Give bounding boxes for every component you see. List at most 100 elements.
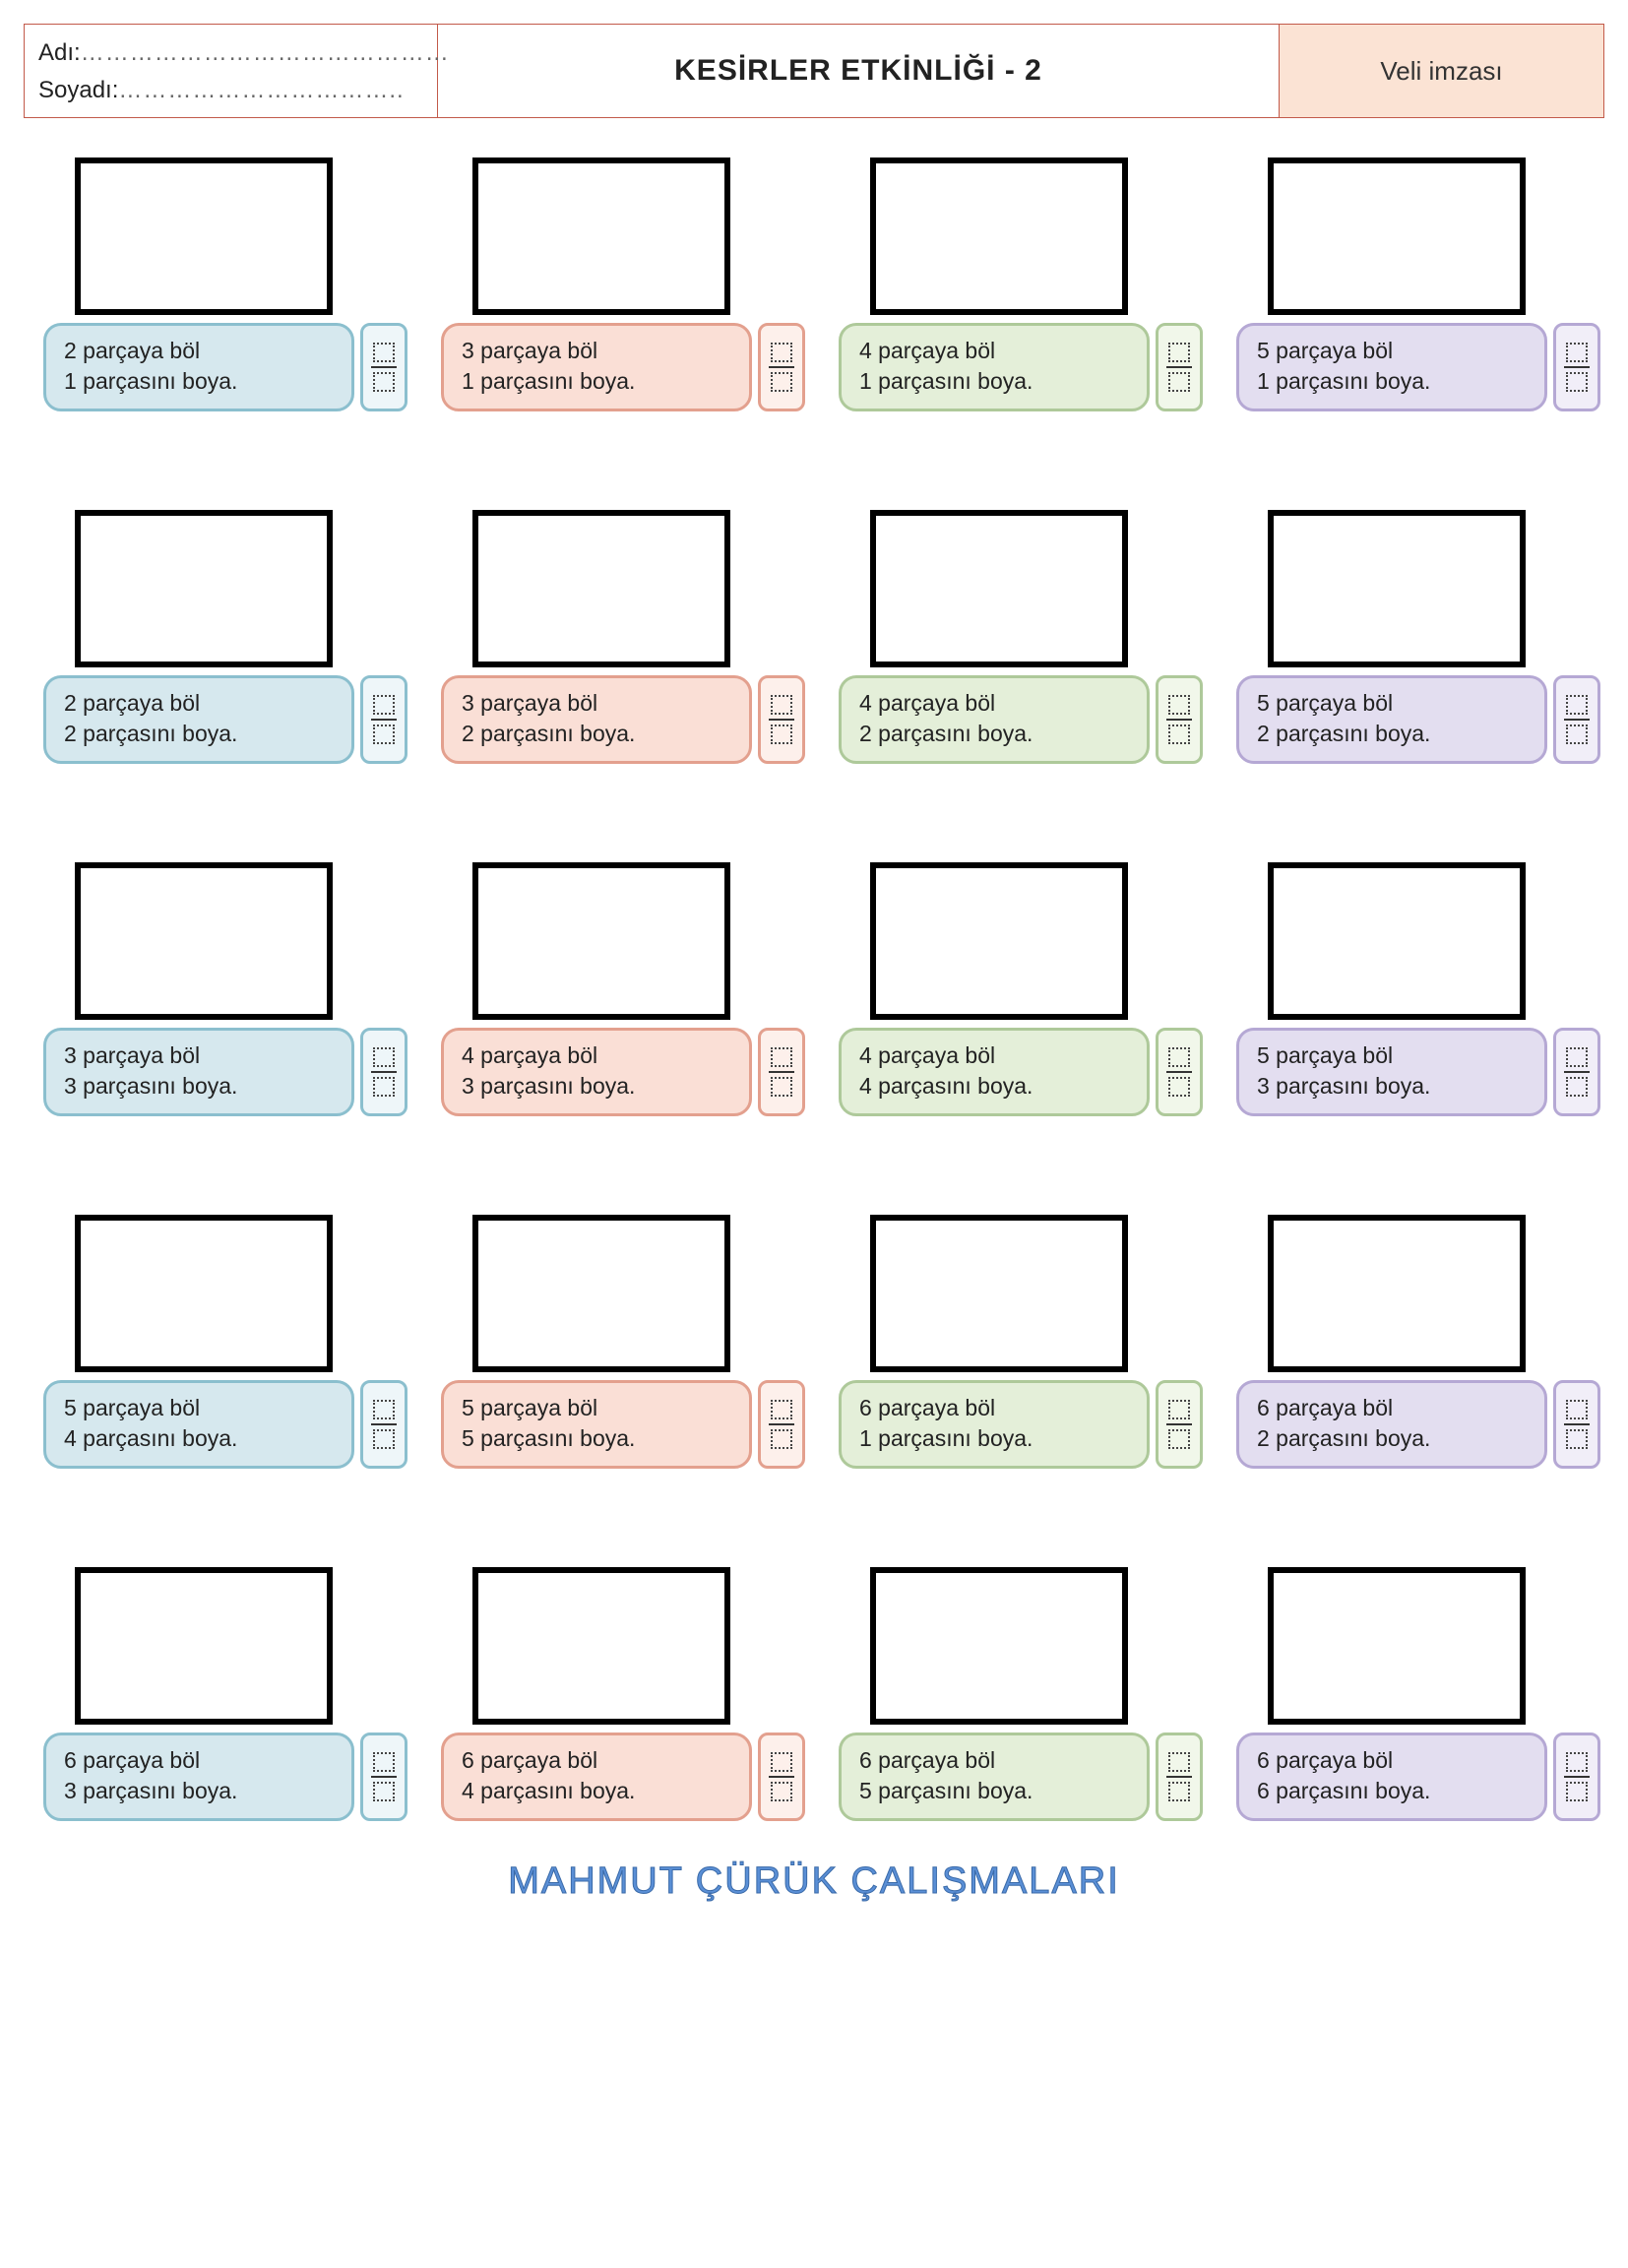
drawing-box — [75, 510, 333, 667]
fraction-denominator-box — [373, 1782, 395, 1801]
instruction-line2: 2 parçasını boya. — [859, 719, 1133, 749]
drawing-box — [1268, 1567, 1526, 1725]
instruction-line2: 1 parçasını boya. — [462, 366, 735, 397]
instruction-label: 2 parçaya böl1 parçasını boya. — [43, 323, 354, 411]
instruction-line2: 3 parçasını boya. — [462, 1071, 735, 1102]
fraction-bar — [371, 1071, 397, 1073]
instruction-label: 5 parçaya böl3 parçasını boya. — [1236, 1028, 1547, 1116]
instruction-line1: 5 parçaya böl — [64, 1393, 338, 1423]
drawing-box — [472, 862, 730, 1020]
fraction-bar — [1564, 1423, 1590, 1425]
instruction-line1: 3 parçaya böl — [462, 688, 735, 719]
instruction-line1: 6 parçaya böl — [859, 1745, 1133, 1776]
exercise-cell: 6 parçaya böl6 parçasını boya. — [1236, 1567, 1600, 1821]
fraction-denominator-box — [771, 724, 792, 744]
instruction-line2: 3 parçasını boya. — [1257, 1071, 1531, 1102]
fraction-numerator-box — [1566, 1400, 1588, 1419]
drawing-box — [870, 862, 1128, 1020]
fraction-numerator-box — [1566, 695, 1588, 715]
instruction-label: 6 parçaya böl3 parçasını boya. — [43, 1732, 354, 1821]
exercise-cell: 6 parçaya böl3 parçasını boya. — [43, 1567, 407, 1821]
fraction-box — [1553, 1732, 1600, 1821]
drawing-box — [870, 1567, 1128, 1725]
drawing-box — [472, 1215, 730, 1372]
fraction-numerator-box — [373, 1400, 395, 1419]
instruction-row: 4 parçaya böl2 parçasını boya. — [839, 675, 1203, 764]
exercise-cell: 4 parçaya böl3 parçasını boya. — [441, 862, 805, 1116]
fraction-bar — [1166, 366, 1192, 368]
instruction-label: 4 parçaya böl1 parçasını boya. — [839, 323, 1150, 411]
instruction-line2: 1 parçasını boya. — [64, 366, 338, 397]
fraction-numerator-box — [771, 1752, 792, 1772]
exercise-cell: 5 parçaya böl2 parçasını boya. — [1236, 510, 1600, 764]
instruction-line2: 2 parçasını boya. — [64, 719, 338, 749]
fraction-box — [1156, 323, 1203, 411]
surname-line: Soyadı:…………………………….. — [38, 72, 423, 109]
instruction-label: 4 parçaya böl3 parçasını boya. — [441, 1028, 752, 1116]
drawing-box — [1268, 862, 1526, 1020]
exercise-cell: 3 parçaya böl2 parçasını boya. — [441, 510, 805, 764]
drawing-box — [75, 1567, 333, 1725]
instruction-row: 5 parçaya böl5 parçasını boya. — [441, 1380, 805, 1469]
fraction-box — [360, 323, 407, 411]
fraction-bar — [1166, 719, 1192, 721]
fraction-denominator-box — [373, 1077, 395, 1097]
drawing-box — [1268, 510, 1526, 667]
instruction-label: 4 parçaya böl4 parçasını boya. — [839, 1028, 1150, 1116]
instruction-line2: 4 parçasını boya. — [64, 1423, 338, 1454]
fraction-bar — [769, 1071, 794, 1073]
instruction-row: 3 parçaya böl2 parçasını boya. — [441, 675, 805, 764]
fraction-denominator-box — [1566, 372, 1588, 392]
fraction-bar — [769, 366, 794, 368]
worksheet-header: Adı:……………………………………… Soyadı:……………………………..… — [24, 24, 1604, 118]
fraction-numerator-box — [1566, 1752, 1588, 1772]
instruction-label: 3 parçaya böl2 parçasını boya. — [441, 675, 752, 764]
fraction-box — [1553, 323, 1600, 411]
name-label: Adı: — [38, 39, 81, 66]
instruction-label: 6 parçaya böl6 parçasını boya. — [1236, 1732, 1547, 1821]
fraction-numerator-box — [1168, 1047, 1190, 1067]
instruction-row: 6 parçaya böl4 parçasını boya. — [441, 1732, 805, 1821]
fraction-denominator-box — [1168, 372, 1190, 392]
instruction-label: 6 parçaya böl1 parçasını boya. — [839, 1380, 1150, 1469]
fraction-numerator-box — [771, 343, 792, 362]
fraction-denominator-box — [1168, 1782, 1190, 1801]
instruction-line1: 5 parçaya böl — [1257, 336, 1531, 366]
exercise-cell: 5 parçaya böl3 parçasını boya. — [1236, 862, 1600, 1116]
fraction-bar — [1166, 1071, 1192, 1073]
fraction-numerator-box — [373, 1047, 395, 1067]
exercise-cell: 4 parçaya böl4 parçasını boya. — [839, 862, 1203, 1116]
drawing-box — [870, 1215, 1128, 1372]
fraction-box — [1156, 1028, 1203, 1116]
fraction-denominator-box — [771, 1782, 792, 1801]
instruction-line2: 2 parçasını boya. — [1257, 1423, 1531, 1454]
fraction-denominator-box — [1168, 1429, 1190, 1449]
fraction-box — [758, 323, 805, 411]
fraction-box — [1553, 1380, 1600, 1469]
fraction-bar — [1564, 1776, 1590, 1778]
exercise-grid: 2 parçaya böl1 parçasını boya. 3 parçaya … — [24, 158, 1604, 1821]
instruction-label: 2 parçaya böl2 parçasını boya. — [43, 675, 354, 764]
fraction-box — [758, 1732, 805, 1821]
fraction-denominator-box — [771, 372, 792, 392]
exercise-cell: 5 parçaya böl1 parçasını boya. — [1236, 158, 1600, 411]
instruction-line1: 5 parçaya böl — [462, 1393, 735, 1423]
drawing-box — [75, 158, 333, 315]
fraction-denominator-box — [771, 1429, 792, 1449]
instruction-row: 6 parçaya böl1 parçasını boya. — [839, 1380, 1203, 1469]
instruction-line1: 4 parçaya böl — [859, 336, 1133, 366]
exercise-cell: 6 parçaya böl1 parçasını boya. — [839, 1215, 1203, 1469]
instruction-line1: 6 parçaya böl — [462, 1745, 735, 1776]
fraction-numerator-box — [373, 695, 395, 715]
instruction-row: 3 parçaya böl3 parçasını boya. — [43, 1028, 407, 1116]
fraction-denominator-box — [1168, 724, 1190, 744]
drawing-box — [472, 158, 730, 315]
instruction-row: 4 parçaya böl1 parçasını boya. — [839, 323, 1203, 411]
exercise-cell: 5 parçaya böl5 parçasını boya. — [441, 1215, 805, 1469]
fraction-box — [1553, 1028, 1600, 1116]
instruction-label: 3 parçaya böl1 parçasını boya. — [441, 323, 752, 411]
instruction-label: 4 parçaya böl2 parçasını boya. — [839, 675, 1150, 764]
drawing-box — [472, 1567, 730, 1725]
fraction-box — [360, 1732, 407, 1821]
fraction-numerator-box — [373, 1752, 395, 1772]
